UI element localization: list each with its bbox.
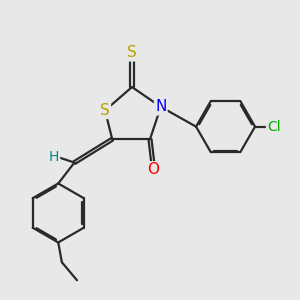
Text: S: S bbox=[127, 45, 137, 60]
Text: H: H bbox=[49, 150, 59, 164]
Text: S: S bbox=[100, 103, 110, 118]
Text: N: N bbox=[155, 99, 166, 114]
Text: O: O bbox=[148, 162, 160, 177]
Text: Cl: Cl bbox=[267, 120, 280, 134]
